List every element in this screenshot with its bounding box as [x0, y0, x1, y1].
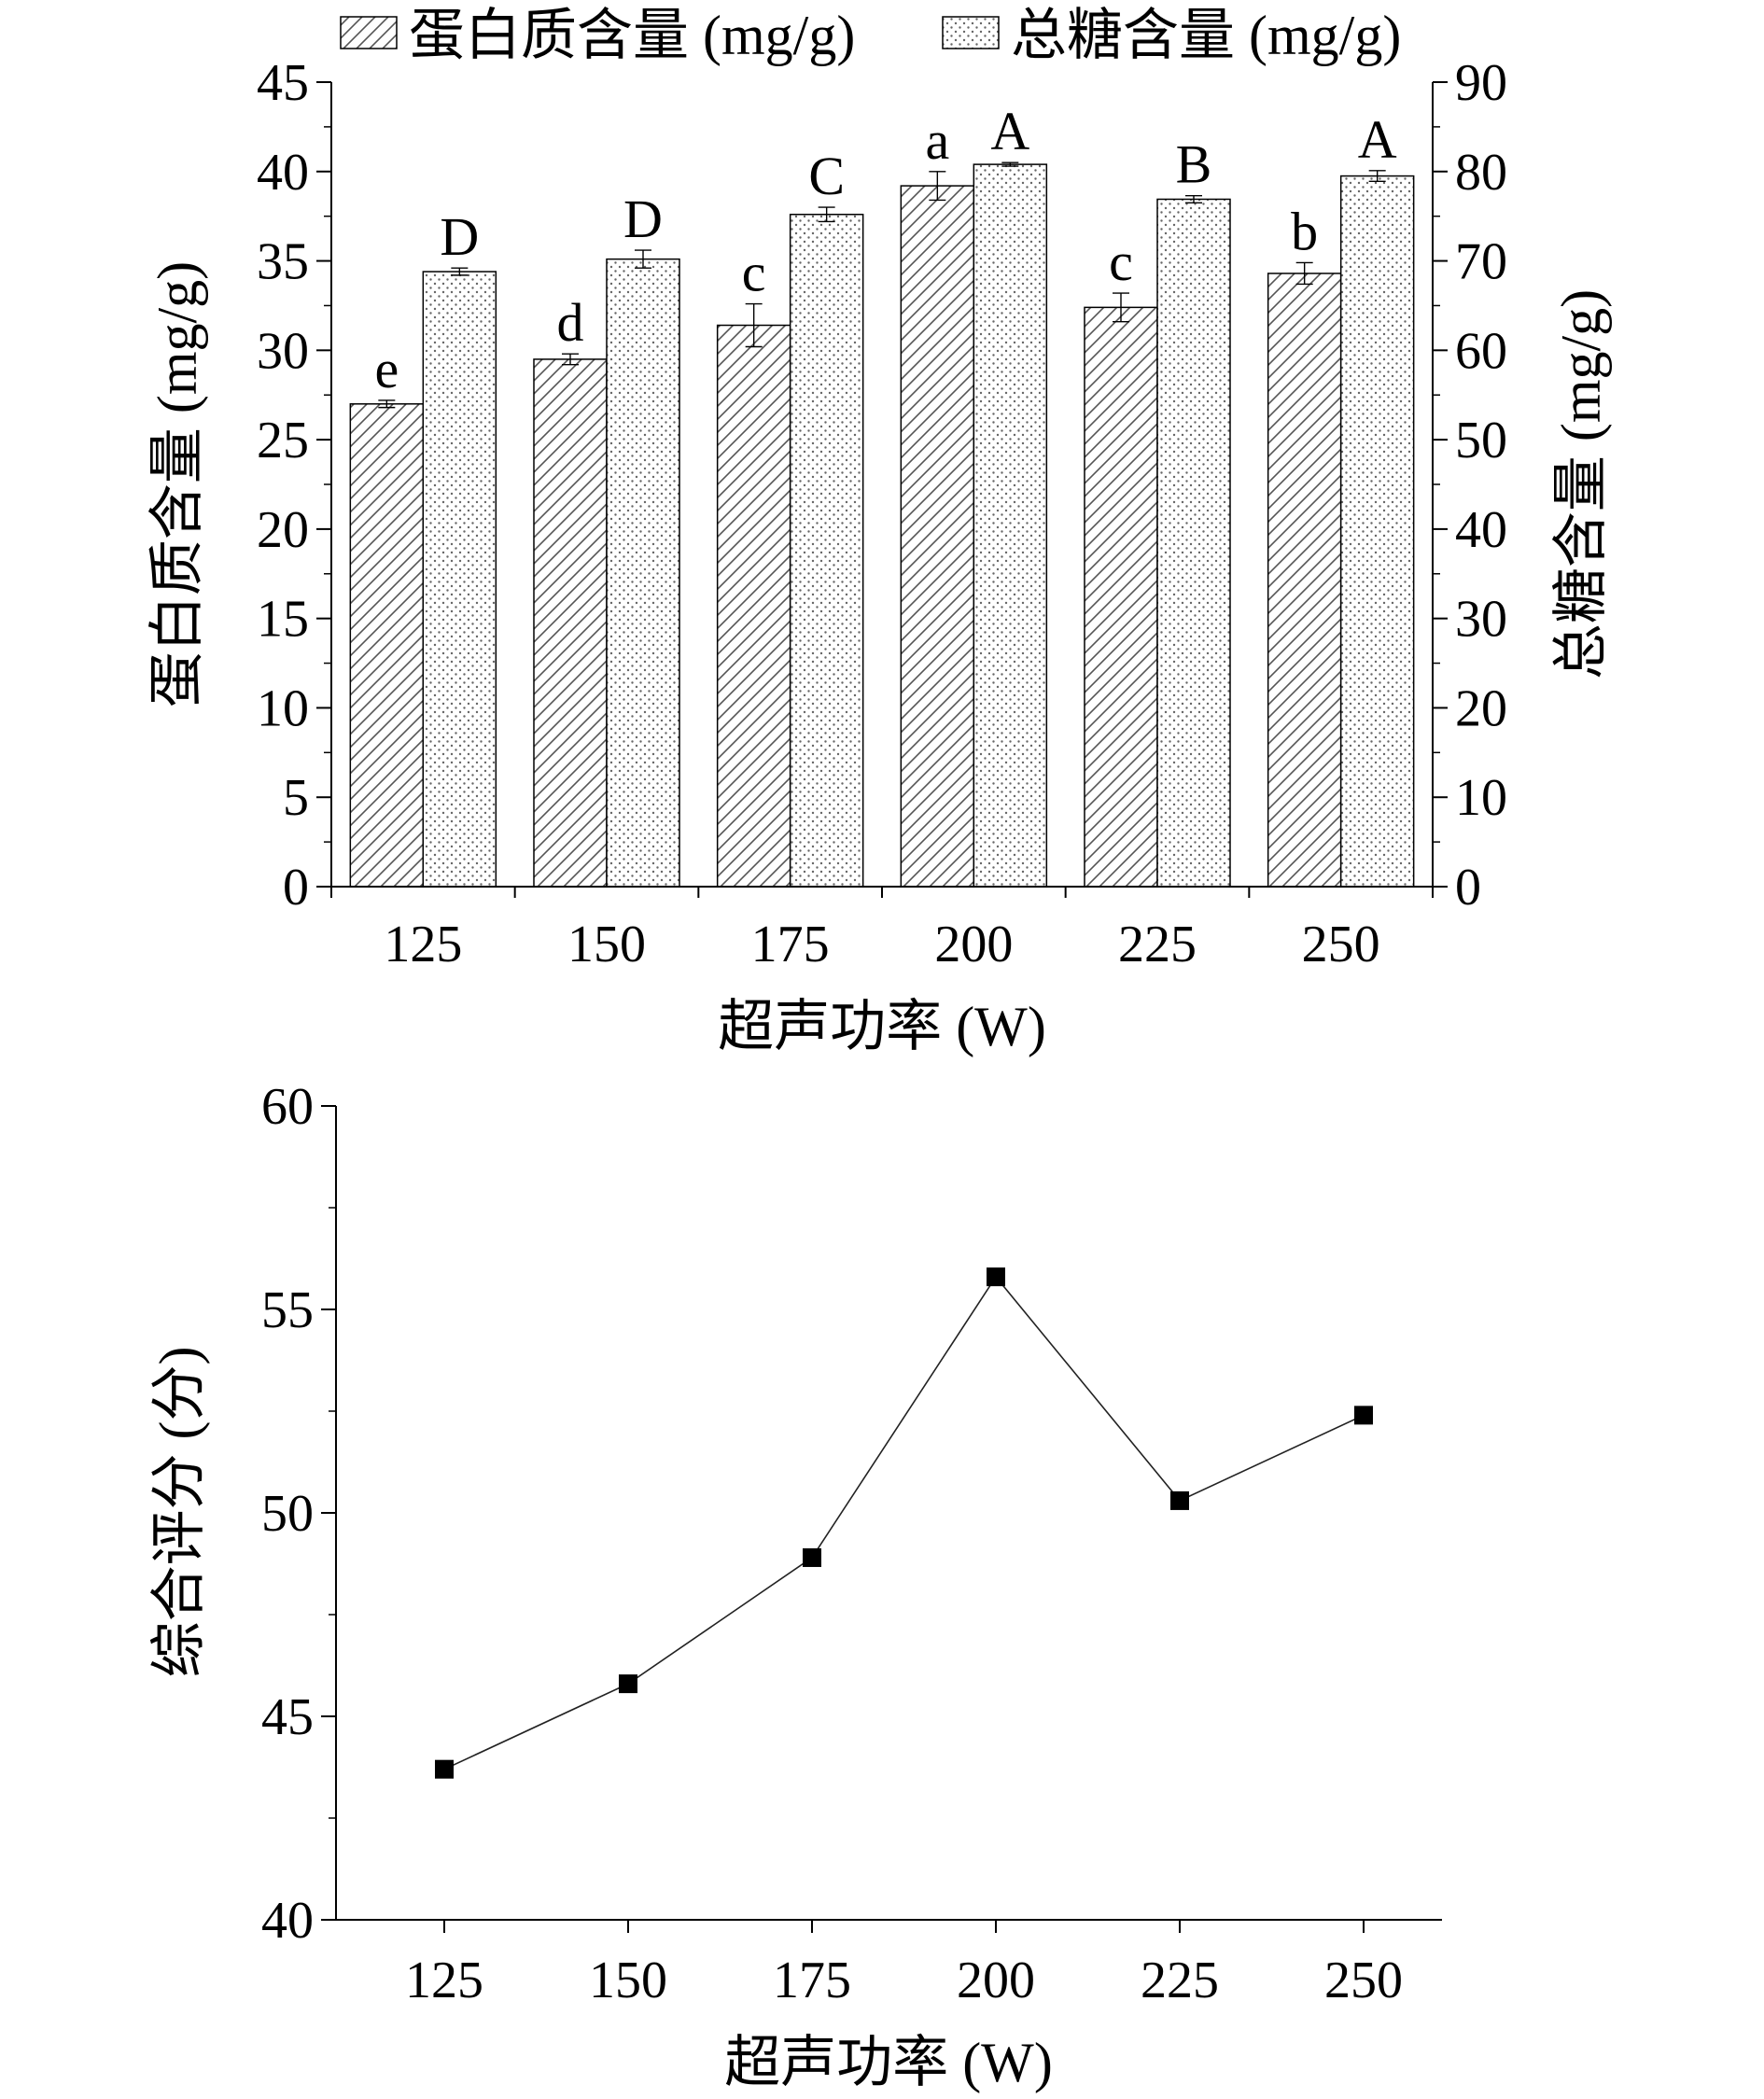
right-y-tick-label: 30 [1455, 591, 1507, 649]
bar-protein [1267, 273, 1342, 888]
left-y-tick-label: 15 [257, 591, 309, 649]
left-y-tick-label: 45 [257, 54, 309, 112]
line-chart-y-axis-title: 综合评分 (分) [148, 1347, 210, 1678]
significance-label: e [374, 339, 399, 399]
left-y-tick-label: 5 [283, 769, 309, 827]
significance-label: D [440, 206, 479, 267]
significance-label: B [1176, 134, 1212, 195]
x-tick-label: 250 [1302, 916, 1380, 973]
significance-label: A [1358, 109, 1397, 170]
data-point-marker [1170, 1490, 1189, 1510]
line-chart-x-axis-title: 超声功率 (W) [724, 2032, 1053, 2093]
legend: 蛋白质含量 (mg/g) 总糖含量 (mg/g) [340, 5, 1401, 66]
data-point-marker [435, 1759, 454, 1779]
legend-swatch-protein [340, 16, 398, 49]
y-tick-label: 60 [261, 1078, 314, 1136]
bar-protein [900, 185, 975, 888]
bar-protein [533, 358, 608, 888]
right-y-tick-label: 90 [1455, 54, 1507, 112]
right-y-tick-label: 50 [1455, 412, 1507, 469]
bar-protein [349, 403, 425, 888]
right-y-tick-label: 10 [1455, 769, 1507, 827]
y-tick-label: 55 [261, 1281, 314, 1339]
x-tick-label: 150 [567, 916, 646, 973]
right-y-tick-label: 60 [1455, 322, 1507, 380]
left-y-tick-label: 30 [257, 322, 309, 380]
significance-label: b [1291, 201, 1318, 261]
bar-sugar [1156, 198, 1231, 888]
bar-sugar [973, 163, 1048, 888]
bar-sugar [1339, 175, 1415, 888]
left-y-tick-label: 20 [257, 501, 309, 559]
significance-label: d [557, 292, 584, 353]
right-y-tick-label: 80 [1455, 144, 1507, 202]
left-y-tick-label: 25 [257, 412, 309, 469]
right-y-tick-label: 0 [1455, 859, 1481, 917]
legend-label-protein: 蛋白质含量 (mg/g) [409, 5, 855, 66]
left-y-tick-label: 35 [257, 233, 309, 291]
bar-protein [1084, 306, 1158, 888]
x-tick-label: 225 [1118, 916, 1197, 973]
data-point-marker [987, 1267, 1005, 1287]
series-line [443, 1275, 1365, 1770]
bar-sugar [789, 214, 864, 888]
x-tick-label: 150 [589, 1952, 667, 2009]
data-point-marker [1354, 1406, 1373, 1425]
legend-swatch-sugar [942, 16, 1000, 49]
line-chart-series [435, 1267, 1373, 1779]
x-tick-label: 175 [773, 1952, 851, 2009]
significance-label: C [808, 146, 845, 206]
bar-sugar [606, 258, 680, 888]
x-tick-label: 175 [751, 916, 830, 973]
x-tick-label: 125 [384, 916, 462, 973]
left-y-tick-label: 10 [257, 679, 309, 737]
significance-label: c [742, 243, 766, 303]
left-y-tick-label: 40 [257, 144, 309, 202]
x-tick-label: 250 [1324, 1952, 1403, 2009]
data-point-marker [619, 1674, 637, 1694]
legend-label-sugar: 总糖含量 (mg/g) [1011, 5, 1401, 66]
bar-protein [716, 324, 791, 888]
line-chart: 125 150 175 200 225 250 40 45 50 55 60 超声功率 (W) 综合… [148, 1078, 1442, 2093]
x-axis-title: 超声功率 (W) [718, 996, 1046, 1057]
right-y-tick-label: 40 [1455, 501, 1507, 559]
line-chart-ticks: 125 150 175 200 225 250 40 45 50 55 60 [261, 1078, 1403, 2009]
right-y-tick-label: 70 [1455, 233, 1507, 291]
significance-label: c [1109, 231, 1133, 292]
x-tick-label: 200 [934, 916, 1013, 973]
bar-sugar [422, 271, 497, 888]
left-y-tick-label: 0 [283, 859, 309, 917]
right-y-axis-title: 总糖含量 (mg/g) [1550, 289, 1612, 679]
tick-layer: 125 150 175 200 225 250 0 5 10 15 20 25 30 35 40 45 0 10 2… [257, 54, 1507, 973]
data-point-marker [803, 1547, 821, 1567]
x-tick-label: 200 [957, 1952, 1035, 2009]
right-y-tick-label: 20 [1455, 679, 1507, 737]
significance-label: D [623, 189, 663, 249]
significance-label: a [925, 110, 949, 171]
y-tick-label: 45 [261, 1688, 314, 1746]
y-tick-label: 50 [261, 1485, 314, 1543]
significance-label: A [990, 101, 1029, 161]
left-y-axis-title: 蛋白质含量 (mg/g) [147, 261, 208, 707]
x-tick-label: 225 [1141, 1952, 1219, 2009]
x-tick-label: 125 [405, 1952, 483, 2009]
y-tick-label: 40 [261, 1892, 314, 1950]
